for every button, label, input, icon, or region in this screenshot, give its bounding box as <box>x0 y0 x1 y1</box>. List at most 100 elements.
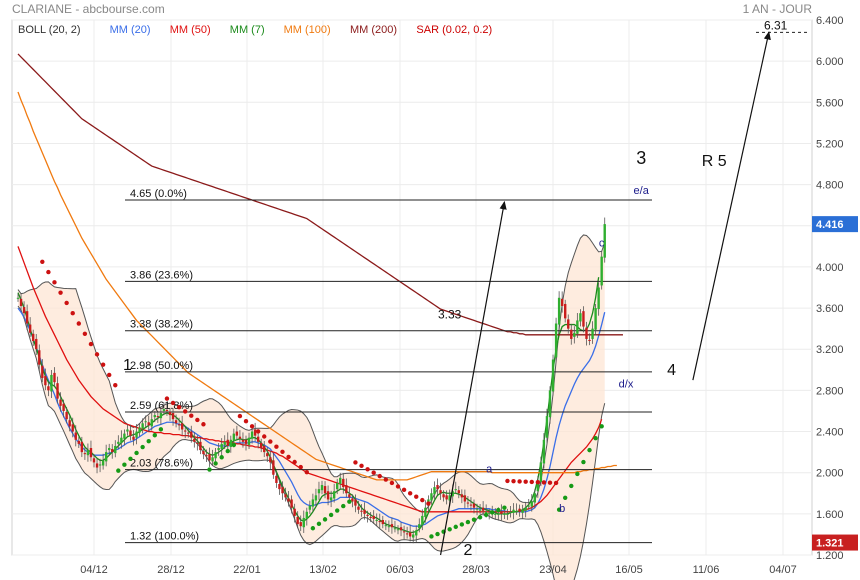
candle-body <box>408 532 412 537</box>
sar-dot <box>113 383 118 388</box>
sar-dot <box>587 447 592 453</box>
candle-body <box>241 439 245 442</box>
sar-dot <box>496 507 501 513</box>
sar-dot <box>100 362 106 367</box>
candle-body <box>600 256 603 286</box>
trend-line <box>439 200 507 556</box>
candle-body <box>524 507 527 511</box>
candle-body <box>460 494 464 498</box>
sar-dot <box>371 470 376 475</box>
sar-dot <box>553 480 559 486</box>
fibonacci-levels: 4.65 (0.0%) 3.86 (23.6%) 3.38 (38.2%) 2.98 … <box>125 18 808 544</box>
sar-dot <box>122 462 127 467</box>
legend-item: MM (200) <box>350 24 397 36</box>
candle-body <box>515 510 518 512</box>
fib-label: 3.38 (38.2%) <box>130 319 193 331</box>
sar-dot <box>286 454 291 460</box>
candle-body <box>290 499 293 508</box>
candle-body <box>536 480 540 492</box>
legend-item: MM (100) <box>284 24 331 36</box>
annotation-label: a <box>486 464 493 476</box>
candle-body <box>348 494 351 498</box>
candle-body <box>278 484 281 490</box>
candle-body <box>448 495 451 501</box>
candle-body <box>111 449 114 453</box>
plot-area <box>11 19 813 556</box>
sar-dot <box>502 505 507 510</box>
candle-body <box>390 524 394 528</box>
sar-dot <box>593 436 598 441</box>
candle-body <box>98 464 102 466</box>
x-tick-label: 04/07 <box>769 564 797 576</box>
candle-body <box>570 329 573 339</box>
candle-body <box>469 504 473 506</box>
candle-body <box>47 386 50 391</box>
chart-title: CLARIANE - abcbourse.com <box>12 2 165 16</box>
candle-body <box>293 508 296 516</box>
legend-item: MM (50) <box>170 24 211 36</box>
candle-body <box>287 498 290 502</box>
candle-body <box>363 509 366 514</box>
sar-dot <box>547 480 553 485</box>
sar-dot <box>316 521 322 527</box>
candle-body <box>108 448 111 451</box>
period-label: 1 AN - JOUR <box>742 2 812 16</box>
candle-body <box>308 505 312 510</box>
candle-body <box>253 429 257 436</box>
candle-body <box>323 486 327 494</box>
annotation-label: d/x <box>619 378 634 390</box>
candle-body <box>345 485 348 494</box>
candle-body <box>527 505 530 507</box>
legend-item: BOLL (20, 2) <box>18 24 81 36</box>
y-tick-label: 2.400 <box>816 427 844 439</box>
candle-body <box>89 448 93 458</box>
candle-body <box>484 511 488 513</box>
candle-body <box>336 482 339 490</box>
candle-body <box>332 491 336 499</box>
sar-dot <box>231 442 237 448</box>
x-tick-label: 28/03 <box>462 564 490 576</box>
candle-body <box>357 506 360 510</box>
candle-body <box>351 498 354 502</box>
sar-dot <box>94 352 100 357</box>
candle-body <box>369 516 372 518</box>
legend-item: MM (7) <box>230 24 265 36</box>
candle-body <box>214 452 217 459</box>
candle-body <box>50 374 53 392</box>
sar-dot <box>183 409 188 414</box>
x-tick-label: 16/05 <box>615 564 643 576</box>
candle-body <box>311 499 315 507</box>
candle-body <box>208 454 211 461</box>
y-tick-label: 6.000 <box>816 56 844 68</box>
candle-body <box>217 448 220 451</box>
candle-body <box>266 453 269 457</box>
candle-body <box>193 438 196 442</box>
candle-body <box>168 411 172 416</box>
fib-label: 2.59 (61.8%) <box>130 400 193 412</box>
candle-body <box>317 489 321 494</box>
candle-body <box>263 445 266 453</box>
candle-body <box>114 445 117 454</box>
candle-body <box>284 494 287 498</box>
candle-body <box>56 383 59 399</box>
sar-dot <box>511 478 516 484</box>
candle-body <box>463 495 467 502</box>
candle-body <box>41 365 44 379</box>
candle-body <box>62 403 65 411</box>
bollinger-upper <box>17 234 606 513</box>
candle-body <box>475 508 479 510</box>
sar-dot <box>395 484 401 489</box>
candle-body <box>582 311 585 327</box>
bollinger-lower <box>17 305 606 580</box>
candle-body <box>326 491 330 500</box>
candle-body <box>542 439 546 464</box>
sar-dot <box>189 413 194 418</box>
sar-dot <box>575 471 580 477</box>
candle-body <box>415 530 418 536</box>
sar-dot <box>82 331 88 336</box>
candle-body <box>302 517 305 528</box>
candle-body <box>211 457 214 462</box>
sar-dot <box>505 478 510 484</box>
sar-dot <box>429 534 434 539</box>
